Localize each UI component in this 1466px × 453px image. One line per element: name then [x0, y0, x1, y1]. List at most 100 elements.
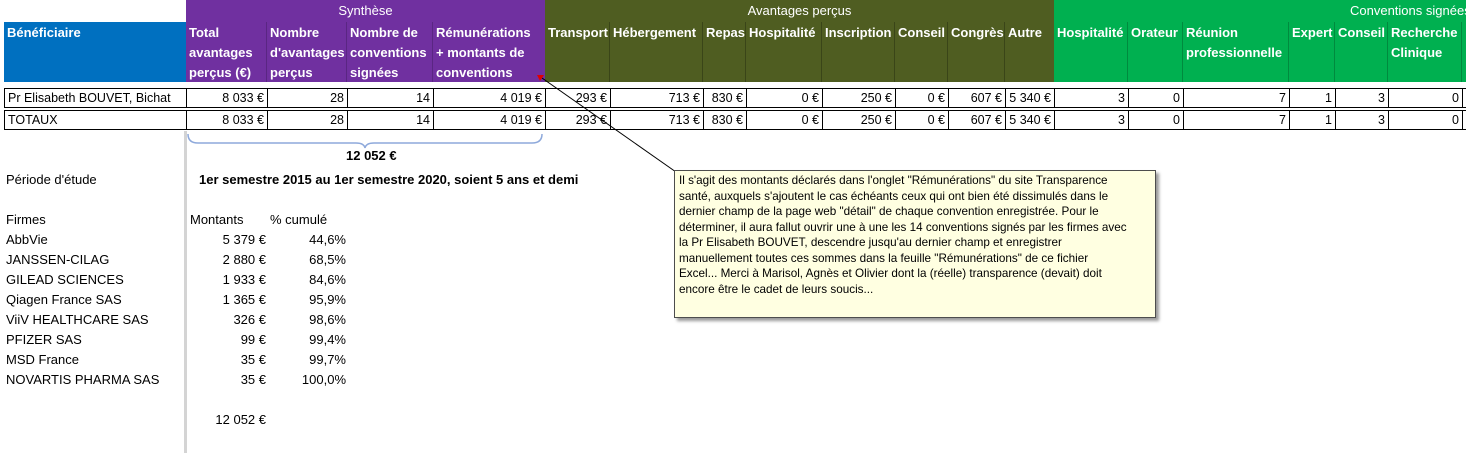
header-conv-recherche[interactable]: Recherche Clinique: [1388, 22, 1462, 82]
firme-cumul: 100,0%: [301, 372, 346, 387]
cell-nb_avantages[interactable]: 28: [267, 110, 348, 130]
firme-montant: 1 365 €: [222, 292, 266, 307]
header-conv-hospitalite[interactable]: Hospitalité: [1054, 22, 1128, 82]
firme-cumul: 99,7%: [309, 352, 346, 367]
cell-remunerations[interactable]: 4 019 €: [433, 88, 546, 108]
firme-cumul: 98,6%: [309, 312, 346, 327]
cell-convention[interactable]: 0: [1388, 88, 1463, 108]
cell-convention[interactable]: 3: [1335, 110, 1389, 130]
header-conv-orateur[interactable]: Orateur: [1128, 22, 1183, 82]
cell-avantage[interactable]: 713 €: [610, 88, 704, 108]
cell-avantage[interactable]: 250 €: [822, 88, 896, 108]
header-conv-recherche-l1: Recherche: [1391, 25, 1458, 40]
firme-cumul: 84,6%: [309, 272, 346, 287]
header-total-avantages-l2: avantages: [189, 45, 253, 60]
header-conv-conseil[interactable]: Conseil: [1335, 22, 1388, 82]
cell-nb_conventions[interactable]: 14: [347, 88, 434, 108]
cell-beneficiaire[interactable]: Pr Elisabeth BOUVET, Bichat: [4, 88, 187, 108]
brace-total: 12 052 €: [346, 148, 397, 163]
header-repas[interactable]: Repas: [703, 22, 746, 82]
header-nombre-avantages[interactable]: Nombre d'avantages perçus: [267, 22, 347, 82]
cell-avantage[interactable]: 5 340 €: [1005, 110, 1055, 130]
firme-name: AbbVie: [6, 232, 48, 247]
header-conv-next[interactable]: [1462, 22, 1466, 82]
cell-total[interactable]: 8 033 €: [186, 110, 268, 130]
cell-avantage[interactable]: 250 €: [822, 110, 896, 130]
header-nombre-conventions-l2: conventions: [350, 45, 427, 60]
header-transport[interactable]: Transport: [545, 22, 610, 82]
header-conv-recherche-l2: Clinique: [1391, 45, 1443, 60]
header-beneficiaire[interactable]: Bénéficiaire: [4, 22, 186, 82]
firme-cumul: 95,9%: [309, 292, 346, 307]
cell-convention[interactable]: 0: [1388, 110, 1463, 130]
cell-avantage[interactable]: 713 €: [610, 110, 704, 130]
cell-nb_conventions[interactable]: 14: [347, 110, 434, 130]
comment-box[interactable]: Il s'agit des montants déclarés dans l'o…: [674, 170, 1156, 318]
header-conv-reunion[interactable]: Réunion professionnelle: [1183, 22, 1289, 82]
firmes-list: AbbVie 5 379 € 44,6% JANSSEN-CILAG 2 880 € 68…: [0, 230, 360, 390]
firme-montant: 35 €: [240, 352, 266, 367]
firme-cumul: 99,4%: [309, 332, 346, 347]
cell-avantage[interactable]: 5 340 €: [1005, 88, 1055, 108]
comment-line: la Pr Elisabeth BOUVET, descendre jusqu'…: [679, 236, 1062, 249]
cell-avantage[interactable]: 0 €: [746, 110, 823, 130]
group-header-conventions[interactable]: Conventions signées: [1054, 0, 1466, 22]
firme-montant: 5 379 €: [222, 232, 266, 247]
cell-convention[interactable]: 3: [1335, 88, 1389, 108]
header-hospitalite[interactable]: Hospitalité: [746, 22, 822, 82]
cell-avantage[interactable]: 830 €: [703, 88, 747, 108]
header-conseil[interactable]: Conseil: [895, 22, 948, 82]
firme-name: JANSSEN-CILAG: [6, 252, 110, 267]
header-remunerations[interactable]: Rémunérations + montants de conventions: [433, 22, 545, 82]
cell-overflow[interactable]: [1462, 110, 1466, 130]
cell-convention[interactable]: 3: [1054, 88, 1129, 108]
header-conv-expert[interactable]: Expert: [1289, 22, 1335, 82]
cell-avantage[interactable]: 0 €: [895, 110, 949, 130]
header-conv-reunion-l1: Réunion: [1186, 25, 1238, 40]
header-remunerations-l1: Rémunérations: [436, 25, 531, 40]
firme-name: MSD France: [6, 352, 79, 367]
group-header-avantages[interactable]: Avantages perçus: [545, 0, 1054, 22]
cell-avantage[interactable]: 293 €: [545, 110, 611, 130]
header-hebergement[interactable]: Hébergement: [610, 22, 703, 82]
header-congres[interactable]: Congrès: [948, 22, 1005, 82]
cell-beneficiaire[interactable]: TOTAUX: [4, 110, 187, 130]
periode-value: 1er semestre 2015 au 1er semestre 2020, …: [199, 172, 579, 187]
table-row-totaux: TOTAUX 8 033 €28 14 4 019 €293 €713 €830 €0…: [0, 109, 1466, 131]
header-remunerations-l3: conventions: [436, 65, 513, 80]
cell-avantage[interactable]: 607 €: [948, 88, 1006, 108]
header-conv-reunion-l2: professionnelle: [1186, 45, 1283, 60]
cell-convention[interactable]: 3: [1054, 110, 1129, 130]
cell-total[interactable]: 8 033 €: [186, 88, 268, 108]
firme-cumul: 68,5%: [309, 252, 346, 267]
header-autre[interactable]: Autre: [1005, 22, 1054, 82]
cell-remunerations[interactable]: 4 019 €: [433, 110, 546, 130]
firmes-label: Firmes: [6, 212, 46, 227]
cell-convention[interactable]: 1: [1289, 110, 1336, 130]
cell-avantage[interactable]: 607 €: [948, 110, 1006, 130]
cell-nb_avantages[interactable]: 28: [267, 88, 348, 108]
comment-line: manuellement toutes ces sommes dans la f…: [679, 251, 1089, 265]
header-inscription[interactable]: Inscription: [822, 22, 895, 82]
cell-convention[interactable]: 7: [1183, 110, 1290, 130]
cell-convention[interactable]: 1: [1289, 88, 1336, 108]
cell-overflow[interactable]: [1462, 88, 1466, 108]
comment-line: santé, auxquels s'ajoutent le cas échéan…: [679, 189, 1109, 203]
frozen-pane-divider[interactable]: [184, 131, 187, 453]
cell-avantage[interactable]: 293 €: [545, 88, 611, 108]
firme-montant: 326 €: [233, 312, 266, 327]
comment-line: déterminer, il aura fallut ouvrir une à …: [679, 220, 1127, 234]
header-total-avantages[interactable]: Total avantages perçus (€): [186, 22, 267, 82]
firmes-col-montants: Montants: [190, 212, 244, 227]
cell-convention[interactable]: 7: [1183, 88, 1290, 108]
group-header-synthese[interactable]: Synthèse: [186, 0, 545, 22]
header-nombre-conventions[interactable]: Nombre de conventions signées: [347, 22, 433, 82]
firme-name: ViiV HEALTHCARE SAS: [6, 312, 149, 327]
cell-avantage[interactable]: 0 €: [746, 88, 823, 108]
cell-convention[interactable]: 0: [1128, 88, 1184, 108]
firme-cumul: 44,6%: [309, 232, 346, 247]
brace-synthese: [187, 133, 543, 149]
cell-convention[interactable]: 0: [1128, 110, 1184, 130]
cell-avantage[interactable]: 830 €: [703, 110, 747, 130]
cell-avantage[interactable]: 0 €: [895, 88, 949, 108]
